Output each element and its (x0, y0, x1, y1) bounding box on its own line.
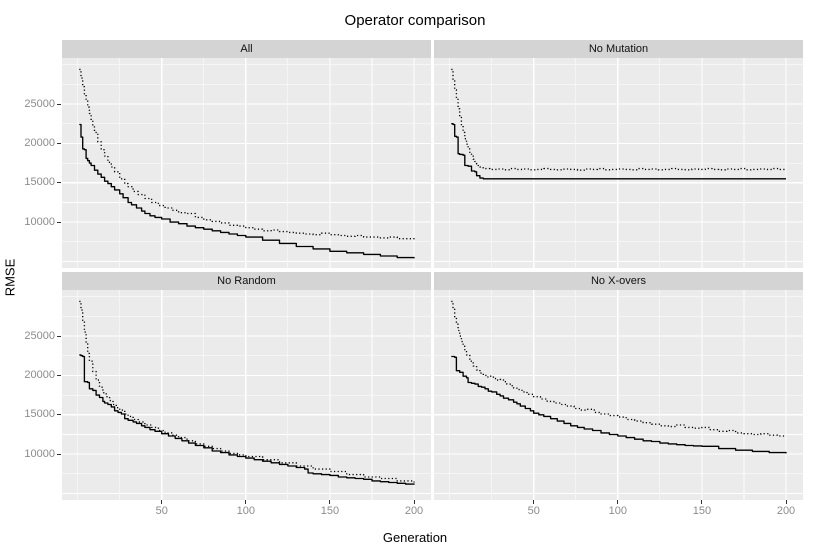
facet-no-x-overs: No X-overs (434, 272, 803, 500)
x-tick-mark (785, 500, 787, 504)
x-tick-label: 150 (692, 505, 712, 517)
y-tick-mark (57, 335, 61, 337)
y-tick-mark (57, 453, 61, 455)
series-solid-line (79, 123, 415, 259)
facet-panel-no-random (62, 290, 431, 500)
facet-strip-label: No X-overs (590, 275, 647, 287)
facet-panel-no-x-overs (434, 290, 803, 500)
facet-grid: All No Mutation No Random No X-overs (62, 40, 803, 500)
y-tick-mark (57, 182, 61, 184)
x-tick-label: 200 (776, 505, 796, 517)
facet-panel-all (62, 58, 431, 268)
facet-strip-no-random: No Random (62, 272, 431, 290)
facet-strip-all: All (62, 40, 431, 58)
y-tick-label: 10000 (24, 215, 55, 228)
y-tick-label: 15000 (24, 408, 55, 421)
series-solid-line (451, 355, 787, 454)
facet-strip-no-x-overs: No X-overs (434, 272, 803, 290)
series-dotted-line (451, 300, 786, 437)
y-tick-mark (57, 374, 61, 376)
facet-strip-label: All (240, 43, 253, 55)
y-tick-mark (57, 221, 61, 223)
x-tick-mark (329, 500, 331, 504)
x-tick-label: 150 (320, 505, 340, 517)
x-tick-label: 100 (608, 505, 627, 517)
facet-strip-label: No Random (217, 275, 276, 287)
series-dotted-line (79, 68, 415, 240)
y-axis-title-text: RMSE (2, 258, 18, 296)
x-tick-label: 100 (236, 505, 255, 517)
x-tick-label: 50 (155, 505, 168, 517)
facet-no-mutation: No Mutation (434, 40, 803, 268)
x-tick-mark (701, 500, 703, 504)
y-tick-label: 20000 (24, 136, 55, 149)
y-axis-title: RMSE (2, 0, 18, 554)
facet-no-random: No Random (62, 272, 431, 500)
x-tick-mark (533, 500, 535, 504)
x-tick-mark (245, 500, 247, 504)
facet-panel-no-mutation (434, 58, 803, 268)
series-dotted-line (79, 300, 415, 483)
y-tick-label: 25000 (24, 97, 55, 110)
y-tick-label: 25000 (24, 329, 55, 342)
y-tick-mark (57, 142, 61, 144)
x-tick-mark (617, 500, 619, 504)
y-tick-label: 20000 (24, 368, 55, 381)
x-tick-label: 200 (404, 505, 424, 517)
series-solid-line (451, 123, 786, 180)
y-tick-mark (57, 103, 61, 105)
x-tick-label: 50 (527, 505, 540, 517)
series-dotted-line (451, 68, 787, 171)
plot-title: Operator comparison (344, 12, 486, 29)
y-tick-label: 15000 (24, 176, 55, 189)
x-axis-title: Generation (382, 530, 448, 545)
facet-strip-label: No Mutation (588, 43, 649, 55)
y-tick-mark (57, 414, 61, 416)
facet-strip-no-mutation: No Mutation (434, 40, 803, 58)
y-tick-label: 10000 (24, 447, 55, 460)
x-tick-mark (413, 500, 415, 504)
series-solid-line (79, 354, 415, 485)
facet-all: All (62, 40, 431, 268)
x-tick-mark (161, 500, 163, 504)
